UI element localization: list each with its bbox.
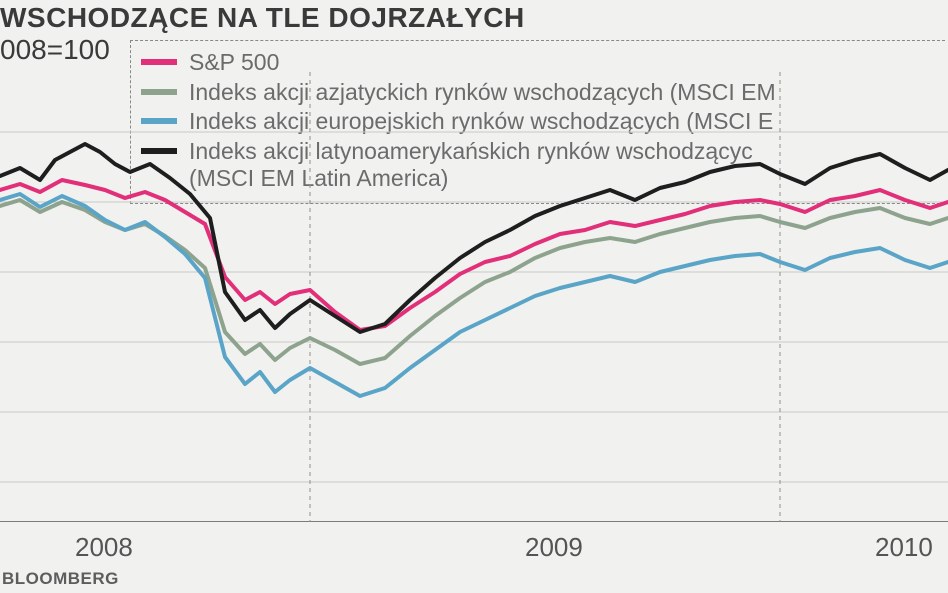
chart-subtitle: 008=100 — [0, 34, 110, 66]
source-label: BLOOMBERG — [2, 569, 119, 589]
x-label-2008: 2008 — [75, 532, 133, 563]
x-label-2010: 2010 — [875, 532, 933, 563]
chart-title: WSCHODZĄCE NA TLE DOJRZAŁYCH — [0, 2, 525, 34]
chart-plot — [0, 72, 948, 522]
legend-swatch-sp500 — [141, 59, 177, 65]
x-label-2009: 2009 — [525, 532, 583, 563]
